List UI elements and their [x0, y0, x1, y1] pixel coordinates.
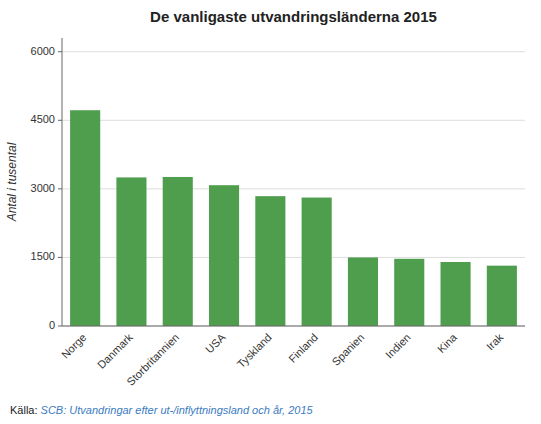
title: De vanligaste utvandringsländerna 2015: [150, 8, 437, 25]
y-tick: [58, 188, 62, 189]
y-tick-label: 4500: [31, 113, 55, 125]
x-tick-label: Irak: [484, 331, 506, 353]
y-tick: [58, 51, 62, 52]
x-tick-label: Kina: [435, 330, 460, 355]
grid-line: [62, 120, 525, 121]
bar: [487, 266, 517, 326]
y-axis: 0 1500 3000 4500 6000: [31, 38, 62, 331]
bar: [348, 257, 378, 326]
x-axis: NorgeDanmarkStorbritannien USA Tyskland Fin…: [59, 326, 525, 388]
x-tick-label: Tyskland: [235, 331, 274, 370]
grid: [62, 52, 525, 326]
annotation: Källa:: [10, 404, 41, 416]
bars: [70, 110, 517, 326]
y-axis-label: Antal i tusental: [5, 142, 19, 222]
x-tick-label: Finland: [286, 331, 320, 365]
y-tick: [58, 326, 62, 327]
y-tick: [58, 120, 62, 121]
bar: [302, 198, 332, 326]
x-axis-line: [62, 326, 525, 327]
bar: [163, 177, 193, 326]
y-axis-line: [62, 38, 63, 326]
bar: [116, 177, 146, 326]
chart: 0 1500 3000 4500 6000 NorgeDanmarkStorbritann…: [0, 0, 541, 424]
x-tick-label: Indien: [383, 331, 413, 361]
annotation: SCB: Utvandringar efter ut-/inflyttnings…: [41, 404, 314, 416]
x-tick-label: USA: [203, 331, 228, 356]
y-tick-label: 6000: [31, 45, 55, 57]
y-tick-label: 3000: [31, 182, 55, 194]
x-tick-label: Spanien: [329, 331, 366, 368]
bar: [394, 259, 424, 326]
y-tick-label: 1500: [31, 250, 55, 262]
chart-container: 0 1500 3000 4500 6000 NorgeDanmarkStorbritann…: [0, 0, 541, 424]
y-tick-label: 0: [49, 319, 55, 331]
grid-line: [62, 326, 525, 327]
y-tick: [58, 257, 62, 258]
source: Källa: SCB: Utvandringar efter ut-/infly…: [10, 404, 314, 416]
bar: [209, 185, 239, 326]
bar: [70, 110, 100, 326]
bar: [255, 196, 285, 326]
x-tick-label: Danmark: [95, 331, 135, 371]
x-tick-label: Storbritannien: [124, 331, 181, 388]
bar: [441, 262, 471, 326]
grid-line: [62, 51, 525, 52]
x-tick-label: Norge: [59, 331, 89, 361]
